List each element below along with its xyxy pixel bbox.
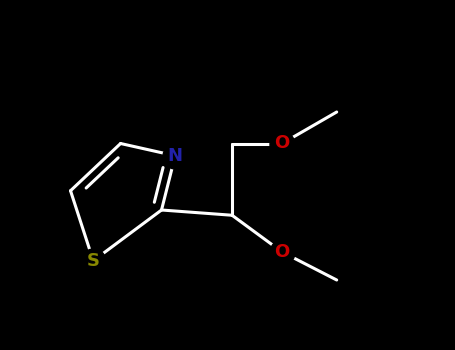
Text: O: O (274, 243, 290, 261)
Text: S: S (87, 252, 100, 270)
Text: O: O (274, 134, 290, 153)
Text: N: N (168, 147, 182, 165)
